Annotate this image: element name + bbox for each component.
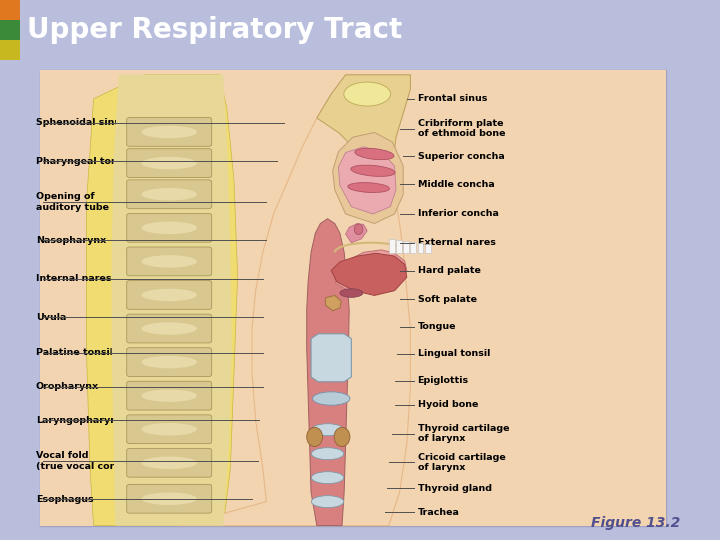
Ellipse shape (334, 427, 350, 447)
Ellipse shape (141, 126, 197, 138)
Text: Middle concha: Middle concha (418, 180, 495, 188)
Bar (0, 0, 20, 20)
Ellipse shape (344, 82, 390, 106)
Polygon shape (307, 219, 349, 525)
Ellipse shape (141, 356, 197, 368)
Polygon shape (311, 334, 351, 382)
Text: Superior concha: Superior concha (418, 152, 504, 161)
Ellipse shape (312, 496, 344, 508)
Text: Epiglottis: Epiglottis (418, 376, 469, 386)
FancyBboxPatch shape (396, 240, 402, 253)
Text: Cricoid cartilage
of larynx: Cricoid cartilage of larynx (418, 453, 505, 472)
Ellipse shape (312, 471, 344, 484)
Text: Thyroid cartilage
of larynx: Thyroid cartilage of larynx (418, 424, 509, 443)
Ellipse shape (141, 423, 197, 435)
Bar (0, 20, 20, 40)
Ellipse shape (312, 424, 344, 436)
Text: Frontal sinus: Frontal sinus (418, 94, 487, 103)
FancyBboxPatch shape (127, 381, 212, 410)
Ellipse shape (141, 157, 197, 170)
Bar (0, 40, 20, 60)
Text: Internal nares: Internal nares (36, 274, 112, 283)
FancyBboxPatch shape (389, 239, 395, 253)
Text: Inferior concha: Inferior concha (418, 210, 498, 218)
Polygon shape (335, 250, 407, 291)
Text: Hyoid bone: Hyoid bone (418, 400, 478, 409)
Polygon shape (331, 253, 407, 295)
Text: Oropharynx: Oropharynx (36, 382, 99, 391)
Polygon shape (325, 295, 341, 311)
Text: Opening of
auditory tube: Opening of auditory tube (36, 192, 109, 212)
FancyBboxPatch shape (40, 70, 666, 525)
Ellipse shape (141, 188, 197, 200)
Polygon shape (180, 75, 410, 525)
Ellipse shape (141, 389, 197, 402)
FancyBboxPatch shape (410, 242, 416, 253)
Text: External nares: External nares (418, 238, 495, 247)
FancyBboxPatch shape (127, 415, 212, 444)
Text: Tongue: Tongue (418, 322, 456, 331)
Ellipse shape (141, 322, 197, 335)
Polygon shape (338, 147, 396, 214)
Text: Cribriform plate
of ethmoid bone: Cribriform plate of ethmoid bone (418, 119, 505, 138)
FancyBboxPatch shape (403, 241, 409, 253)
Ellipse shape (312, 392, 350, 405)
FancyBboxPatch shape (127, 348, 212, 376)
Text: Sphenoidal sinus: Sphenoidal sinus (36, 118, 127, 127)
Ellipse shape (141, 492, 197, 505)
Ellipse shape (354, 224, 363, 234)
FancyBboxPatch shape (127, 148, 212, 178)
Ellipse shape (141, 456, 197, 469)
FancyBboxPatch shape (127, 448, 212, 477)
FancyBboxPatch shape (127, 281, 212, 309)
Polygon shape (346, 224, 367, 242)
Text: Laryngopharynx: Laryngopharynx (36, 416, 123, 424)
FancyBboxPatch shape (418, 242, 423, 253)
Ellipse shape (141, 255, 197, 268)
Text: Uvula: Uvula (36, 313, 66, 321)
FancyBboxPatch shape (127, 484, 212, 513)
Polygon shape (112, 75, 232, 525)
FancyBboxPatch shape (40, 70, 666, 525)
Ellipse shape (141, 289, 197, 301)
Text: Trachea: Trachea (418, 508, 459, 517)
Text: Nasopharynx: Nasopharynx (36, 236, 107, 245)
Ellipse shape (351, 165, 395, 177)
Polygon shape (333, 132, 403, 224)
Ellipse shape (355, 148, 394, 160)
FancyBboxPatch shape (127, 247, 212, 276)
Text: Upper Respiratory Tract: Upper Respiratory Tract (27, 16, 402, 44)
Text: Palatine tonsil: Palatine tonsil (36, 348, 113, 357)
Ellipse shape (340, 289, 363, 298)
Text: Hard palate: Hard palate (418, 266, 480, 275)
Text: Pharyngeal tonsil: Pharyngeal tonsil (36, 157, 130, 166)
FancyBboxPatch shape (127, 213, 212, 242)
FancyBboxPatch shape (425, 244, 431, 253)
Text: Thyroid gland: Thyroid gland (418, 484, 492, 492)
Polygon shape (86, 75, 238, 525)
Text: Figure 13.2: Figure 13.2 (591, 516, 680, 530)
FancyBboxPatch shape (127, 118, 212, 146)
Text: Soft palate: Soft palate (418, 295, 477, 304)
Text: Vocal fold
(true vocal cords): Vocal fold (true vocal cords) (36, 451, 131, 470)
Ellipse shape (312, 448, 344, 460)
Text: Lingual tonsil: Lingual tonsil (418, 349, 490, 359)
FancyBboxPatch shape (127, 180, 212, 208)
Ellipse shape (307, 427, 323, 447)
Ellipse shape (141, 221, 197, 234)
Ellipse shape (348, 183, 390, 192)
Text: Esophagus: Esophagus (36, 495, 94, 504)
FancyBboxPatch shape (127, 314, 212, 343)
Polygon shape (317, 75, 410, 171)
